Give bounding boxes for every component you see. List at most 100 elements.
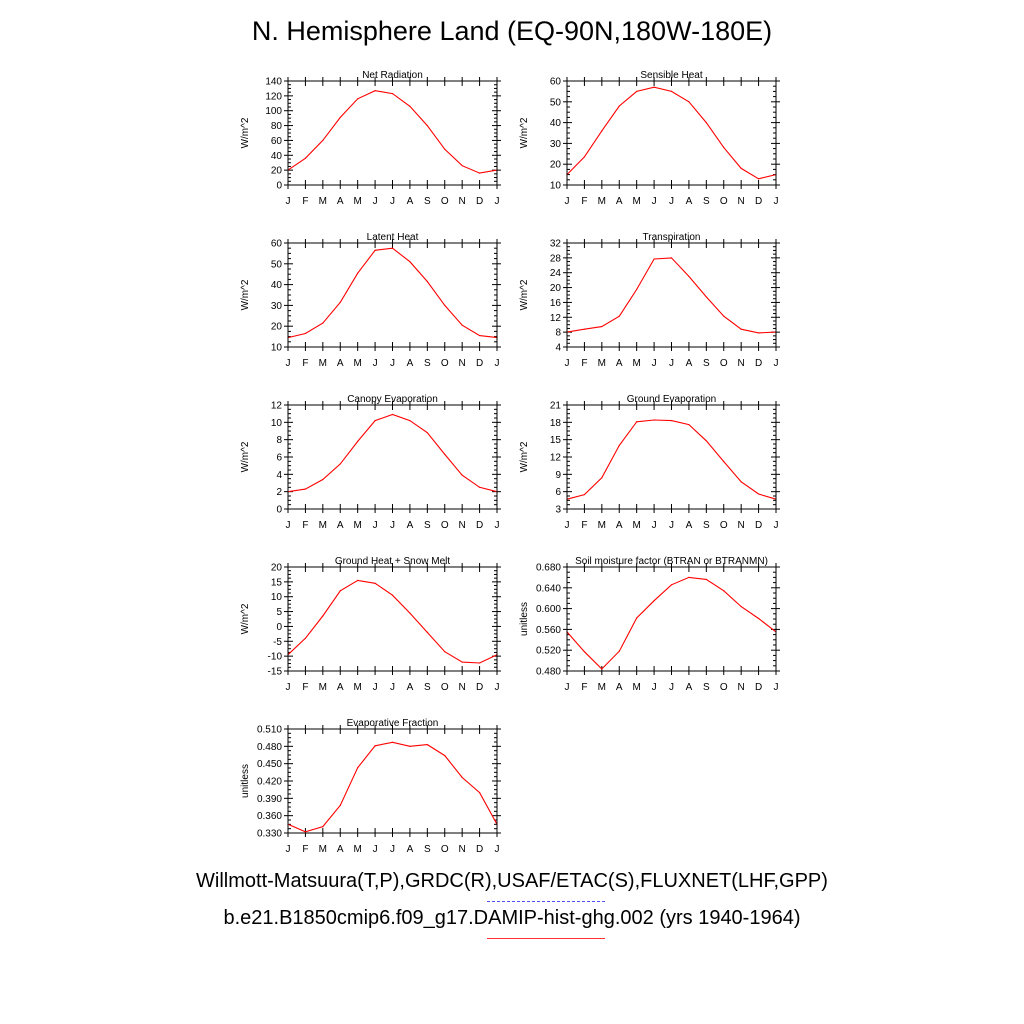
data-point [723,461,725,463]
data-point [653,258,655,260]
y-tick-label: 18 [550,418,562,429]
x-tick-label: D [755,358,762,369]
x-tick-label: M [598,520,606,531]
data-point [757,617,760,620]
y-tick-label: 60 [550,77,562,88]
x-tick-label: N [738,520,745,531]
data-point [391,247,394,249]
x-tick-label: A [337,358,344,369]
x-tick-label: D [476,358,483,369]
x-tick-label: F [302,844,308,855]
x-tick-label: M [319,844,327,855]
y-tick-label: 4 [555,343,561,354]
data-point [339,590,341,592]
x-tick-label: D [476,844,483,855]
panel-title-soil-moisture-factor-btran-or-btranmn: Soil moisture factor (BTRAN or BTRANMN) [575,556,768,567]
x-tick-label: A [616,358,623,369]
data-point [740,606,742,608]
data-point [322,615,324,617]
data-point [740,481,742,483]
y-tick-label: 50 [271,259,283,270]
x-tick-label: O [720,196,728,207]
data-point [409,261,411,263]
x-tick-label: N [459,196,466,207]
y-tick-label: 120 [265,91,282,102]
data-point [653,86,655,88]
x-tick-label: J [286,358,291,369]
y-tick-label: 20 [271,166,283,177]
y-tick-label: 0.420 [257,777,282,788]
x-tick-label: F [302,682,308,693]
x-tick-label: J [373,196,378,207]
data-point [670,584,673,586]
y-tick-label: 0.640 [536,583,561,594]
x-tick-label: J [286,196,291,207]
data-point [444,148,446,150]
plot-frame-canopy-evaporation [287,404,498,510]
legend-model-text: b.e21.B1850cmip6.f09_g17.DAMIP-hist-ghg.… [223,907,801,929]
data-point [601,130,603,132]
x-tick-label: J [390,520,395,531]
data-point [304,488,307,490]
y-tick-label: 0.560 [536,625,561,636]
series-line-soil-moisture-factor-btran-or-btranmn [566,576,777,670]
x-tick-label: A [407,682,414,693]
x-tick-label: J [565,682,570,693]
data-point [374,745,376,747]
data-point [357,272,359,274]
y-tick-label: 10 [550,181,562,192]
x-tick-label: J [495,844,500,855]
x-tick-label: O [441,196,449,207]
data-point [426,280,428,283]
data-point [757,332,760,334]
x-tick-label: S [703,682,710,693]
y-tick-label: 2 [276,487,282,498]
y-tick-label: 4 [276,470,282,481]
x-tick-label: M [353,358,361,369]
x-tick-label: D [476,682,483,693]
y-tick-label: -10 [268,652,283,663]
x-tick-label: M [598,196,606,207]
data-point [409,105,411,107]
y-tick-label: 12 [550,313,562,324]
x-tick-label: S [703,520,710,531]
data-point [723,315,725,317]
x-tick-label: A [407,844,414,855]
data-point [757,493,760,495]
y-tick-label: 60 [271,239,283,250]
data-point [723,146,725,149]
x-tick-label: S [424,358,431,369]
data-point [705,578,707,580]
x-tick-label: J [565,520,570,531]
data-point [583,156,586,158]
y-tick-label: 10 [271,418,283,429]
y-tick-label: -15 [268,667,283,678]
data-point [583,651,586,653]
x-tick-label: N [738,682,745,693]
y-tick-label: 0 [276,181,282,192]
x-tick-label: S [424,520,431,531]
data-point [304,157,307,159]
y-tick-label: 6 [276,453,282,464]
data-point [426,432,428,434]
y-tick-label: 50 [550,97,562,108]
x-tick-label: D [476,196,483,207]
data-point [409,420,411,422]
y-tick-label: 32 [550,239,562,250]
x-tick-label: J [652,196,657,207]
data-point [357,767,359,769]
y-tick-label: 15 [271,577,283,588]
series-line-ground-heat-snow-melt [287,579,498,664]
chart-panel-ground-heat-snow-melt: Ground Heat + Snow Melt W/m^2 -15 -10 -5 0 5 10… [240,556,501,693]
x-tick-label: N [459,844,466,855]
x-tick-label: F [302,520,308,531]
y-tick-label: 8 [555,328,561,339]
legend-observations-swatch [487,901,605,902]
data-point [618,105,620,107]
y-axis-label-soil-moisture-factor-btran-or-btranmn: unitless [519,602,530,636]
x-tick-label: J [774,682,779,693]
